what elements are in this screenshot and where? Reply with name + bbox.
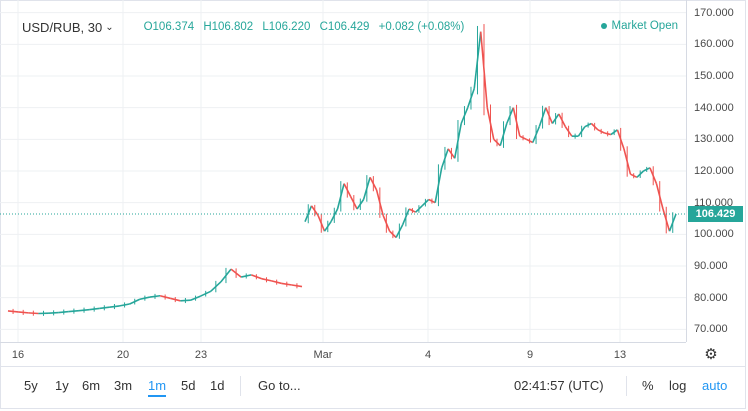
chevron-down-icon: ⌄ xyxy=(105,21,114,33)
time-tick-label: 13 xyxy=(613,349,627,361)
symbol-selector[interactable]: USD/RUB, 30 ⌄ xyxy=(22,20,114,35)
price-tick-label: 70.000 xyxy=(694,323,728,336)
current-price-tag: 106.429 xyxy=(688,205,743,222)
time-axis[interactable]: 16 20 23 Mar 4 9 13 xyxy=(0,342,686,367)
price-tick-label: 150.000 xyxy=(694,70,734,82)
market-status-label: Market Open xyxy=(611,20,678,32)
percent-scale-toggle[interactable]: % xyxy=(642,378,654,393)
range-5y-button[interactable]: 5y xyxy=(24,378,38,393)
range-6m-button[interactable]: 6m xyxy=(82,378,101,393)
high-value: H106.802 xyxy=(203,21,254,33)
status-dot-icon xyxy=(600,23,607,29)
price-tick-label: 110.000 xyxy=(694,196,733,209)
range-1y-button[interactable]: 1y xyxy=(55,378,69,393)
range-1d-button[interactable]: 1d xyxy=(210,378,225,393)
price-tick-label: 90.000 xyxy=(694,260,728,272)
time-tick-label: 23 xyxy=(194,349,208,361)
low-value: L106.220 xyxy=(262,21,311,33)
range-3m-button[interactable]: 3m xyxy=(114,378,133,393)
range-1m-button[interactable]: 1m xyxy=(148,378,167,397)
time-tick-label: 4 xyxy=(424,349,432,361)
price-tick-label: 100.000 xyxy=(694,228,734,241)
market-status: Market Open xyxy=(600,20,678,32)
ohlc-legend: O106.374 H106.802 L106.220 C106.429 +0.0… xyxy=(144,21,471,33)
price-tick-label: 120.000 xyxy=(694,165,734,177)
bottom-toolbar: 5y 1y 6m 3m 1m 5d 1d Go to... 02:41:57 (… xyxy=(0,366,746,409)
chart-header: USD/RUB, 30 ⌄ O106.374 H106.802 L106.220… xyxy=(22,18,470,36)
settings-gear-icon[interactable]: ⚙ xyxy=(704,346,718,363)
time-tick-label: 9 xyxy=(526,349,534,361)
toolbar-divider xyxy=(626,376,627,396)
chart-plot-area[interactable] xyxy=(0,0,686,342)
time-tick-label: 20 xyxy=(116,349,130,361)
symbol-label: USD/RUB, 30 xyxy=(22,19,103,35)
change-value: +0.082 (+0.08%) xyxy=(378,21,465,33)
utc-clock[interactable]: 02:41:57 (UTC) xyxy=(514,378,604,393)
close-value: C106.429 xyxy=(319,21,370,33)
time-tick-label: 16 xyxy=(11,349,25,361)
time-tick-label: Mar xyxy=(313,349,333,361)
price-axis[interactable]: 170.000 160.000 150.000 140.000 130.000 120.0… xyxy=(686,0,746,342)
range-5d-button[interactable]: 5d xyxy=(181,378,196,393)
price-chart[interactable] xyxy=(0,0,686,342)
go-to-button[interactable]: Go to... xyxy=(258,378,301,393)
log-scale-toggle[interactable]: log xyxy=(669,378,687,393)
price-tick-label: 130.000 xyxy=(694,133,734,146)
price-tick-label: 160.000 xyxy=(694,38,734,51)
toolbar-divider xyxy=(240,376,241,396)
price-tick-label: 170.000 xyxy=(694,6,734,19)
price-tick-label: 140.000 xyxy=(694,101,734,114)
price-tick-label: 80.000 xyxy=(694,291,728,304)
auto-scale-toggle[interactable]: auto xyxy=(702,378,728,393)
open-value: O106.374 xyxy=(143,21,195,33)
